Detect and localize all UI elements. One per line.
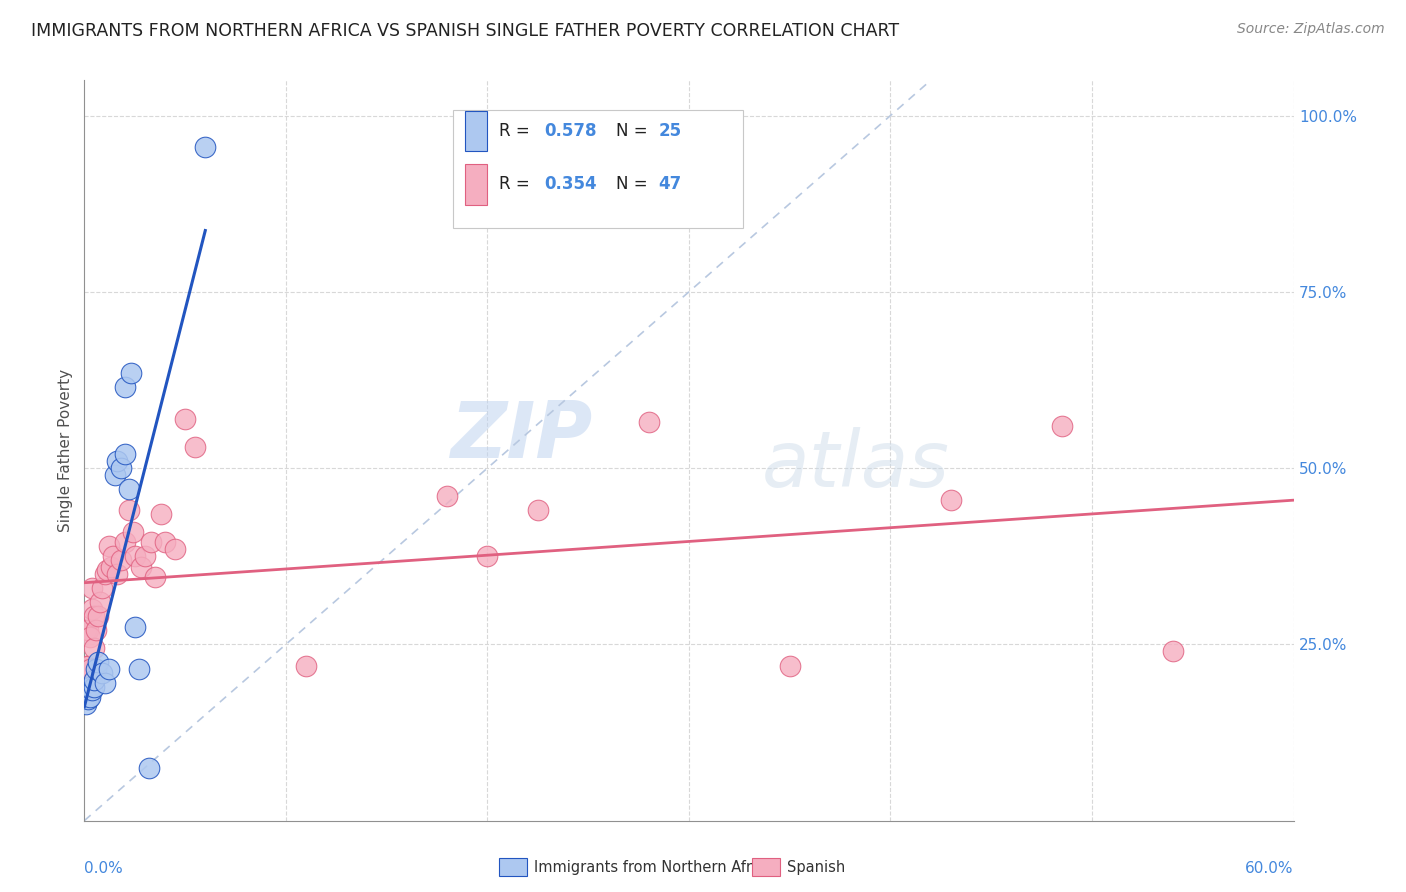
Point [143, 570, 166, 584]
Point [77, 692, 100, 706]
Point [174, 411, 197, 425]
Point [139, 535, 162, 549]
Point [75, 676, 97, 690]
Point [129, 559, 152, 574]
Point [153, 535, 176, 549]
Point [82, 683, 104, 698]
Point [79, 662, 101, 676]
Point [96, 563, 118, 577]
Text: 0.354: 0.354 [544, 176, 596, 194]
Point [93, 566, 115, 581]
Point [779, 658, 801, 673]
Point [128, 662, 150, 676]
Text: IMMIGRANTS FROM NORTHERN AFRICA VS SPANISH SINGLE FATHER POVERTY CORRELATION CHA: IMMIGRANTS FROM NORTHERN AFRICA VS SPANI… [31, 22, 898, 40]
Y-axis label: Single Father Poverty: Single Father Poverty [58, 369, 73, 532]
Point [110, 461, 132, 475]
Point [295, 658, 318, 673]
Point [118, 482, 141, 496]
Point [82, 602, 104, 616]
Text: Spanish: Spanish [787, 860, 845, 874]
Point [121, 524, 143, 539]
Text: R =: R = [499, 176, 536, 194]
Point [91, 665, 114, 680]
Point [120, 366, 142, 380]
Point [184, 440, 207, 454]
Point [83, 609, 105, 624]
Point [105, 454, 128, 468]
Point [93, 676, 115, 690]
Point [1161, 644, 1184, 658]
Point [165, 542, 187, 557]
Point [77, 658, 100, 673]
Point [83, 680, 105, 694]
Point [637, 415, 659, 429]
Point [75, 698, 97, 712]
Text: N =: N = [616, 122, 654, 140]
Point [83, 673, 105, 687]
Point [75, 690, 97, 705]
Text: atlas: atlas [762, 427, 949, 503]
Text: Immigrants from Northern Africa: Immigrants from Northern Africa [534, 860, 773, 874]
Point [89, 595, 111, 609]
Text: R =: R = [499, 122, 536, 140]
Point [86, 662, 108, 676]
Point [105, 566, 128, 581]
Text: 60.0%: 60.0% [1246, 862, 1294, 876]
Point [114, 535, 136, 549]
Point [97, 662, 120, 676]
Point [82, 581, 104, 595]
Point [124, 620, 146, 634]
Point [477, 549, 499, 564]
Point [114, 380, 136, 394]
Point [149, 507, 172, 521]
Point [83, 640, 105, 655]
Point [91, 581, 114, 595]
Point [134, 549, 156, 564]
Point [527, 503, 550, 517]
Point [436, 489, 458, 503]
Point [110, 553, 132, 567]
Point [939, 492, 962, 507]
Point [87, 655, 110, 669]
Point [77, 683, 100, 698]
Point [79, 690, 101, 705]
Bar [465, 111, 486, 152]
Point [79, 630, 101, 644]
Point [86, 624, 108, 638]
Text: ZIP: ZIP [450, 398, 592, 474]
Point [124, 549, 146, 564]
Bar [465, 164, 486, 204]
Point [194, 140, 217, 154]
Point [75, 624, 97, 638]
Text: Source: ZipAtlas.com: Source: ZipAtlas.com [1237, 22, 1385, 37]
Point [138, 761, 160, 775]
Text: 0.578: 0.578 [544, 122, 596, 140]
Point [79, 680, 101, 694]
Point [1050, 418, 1073, 433]
Point [104, 468, 127, 483]
Text: 0.0%: 0.0% [84, 862, 124, 876]
Point [114, 447, 136, 461]
Point [75, 658, 97, 673]
Point [100, 559, 122, 574]
Point [118, 503, 141, 517]
Point [87, 609, 110, 624]
Text: 25: 25 [659, 122, 682, 140]
Text: N =: N = [616, 176, 654, 194]
Point [101, 549, 124, 564]
FancyBboxPatch shape [453, 110, 744, 228]
Text: 47: 47 [659, 176, 682, 194]
Point [97, 539, 120, 553]
Point [77, 624, 100, 638]
